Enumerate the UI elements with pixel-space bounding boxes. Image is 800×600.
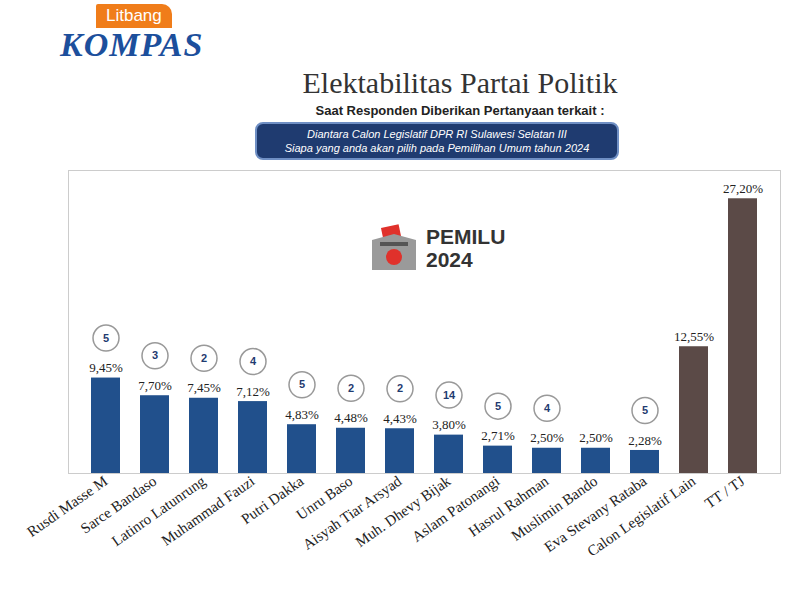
svg-text:2,28%: 2,28% xyxy=(628,433,662,448)
svg-text:4: 4 xyxy=(250,355,257,367)
html-text:Litbang: Litbang xyxy=(106,6,162,25)
svg-text:5: 5 xyxy=(103,332,109,344)
svg-text:2: 2 xyxy=(201,352,207,364)
svg-text:3,80%: 3,80% xyxy=(432,417,466,432)
svg-text:Sarce Bandaso: Sarce Bandaso xyxy=(77,472,160,537)
svg-text:Rusdi Masse M: Rusdi Masse M xyxy=(24,473,110,540)
svg-text:7,70%: 7,70% xyxy=(138,378,172,393)
svg-text:4,48%: 4,48% xyxy=(334,410,368,425)
svg-text:14: 14 xyxy=(443,389,456,401)
svg-text:Aisyah Tiar Arsyad: Aisyah Tiar Arsyad xyxy=(299,472,405,553)
svg-text:5: 5 xyxy=(495,400,501,412)
svg-text:Muh. Dhevy Bijak: Muh. Dhevy Bijak xyxy=(352,472,454,551)
svg-text:4: 4 xyxy=(544,402,551,414)
html-text:Siapa yang anda akan pilih pad: Siapa yang anda akan pilih pada Pemiliha… xyxy=(284,142,590,154)
html-text:PEMILU: PEMILU xyxy=(426,225,506,248)
svg-text:3: 3 xyxy=(152,349,158,361)
svg-text:Hasrul Rahman: Hasrul Rahman xyxy=(465,472,552,540)
svg-text:Aslam Patonangi: Aslam Patonangi xyxy=(409,473,502,545)
svg-text:2,50%: 2,50% xyxy=(579,430,613,445)
svg-text:7,12%: 7,12% xyxy=(236,384,270,399)
html-text:Diantara Calon Legislatif DPR: Diantara Calon Legislatif DPR RI Sulawes… xyxy=(307,128,567,140)
svg-text:Putri Dakka: Putri Dakka xyxy=(238,473,306,528)
html-text:2024: 2024 xyxy=(426,248,473,271)
svg-text:4,43%: 4,43% xyxy=(383,411,417,426)
svg-text:2: 2 xyxy=(348,382,354,394)
svg-text:2: 2 xyxy=(397,382,403,394)
svg-text:Calon Legislatif Lain: Calon Legislatif Lain xyxy=(584,473,699,560)
svg-text:5: 5 xyxy=(642,404,648,416)
svg-text:9,45%: 9,45% xyxy=(89,360,123,375)
html-text:KOMPAS: KOMPAS xyxy=(60,26,204,63)
html-text:Saat Responden Diberikan Perta: Saat Responden Diberikan Pertanyaan terk… xyxy=(315,103,605,118)
svg-text:27,20%: 27,20% xyxy=(723,181,763,196)
svg-text:7,45%: 7,45% xyxy=(187,380,221,395)
svg-text:TT / TJ: TT / TJ xyxy=(702,473,748,512)
svg-text:4,83%: 4,83% xyxy=(285,407,319,422)
svg-text:12,55%: 12,55% xyxy=(674,329,714,344)
svg-text:Eva Stevany Rataba: Eva Stevany Rataba xyxy=(541,472,650,556)
svg-text:Latinro Latunrung: Latinro Latunrung xyxy=(108,472,209,550)
svg-text:5: 5 xyxy=(299,378,305,390)
svg-text:Muhammad Fauzi: Muhammad Fauzi xyxy=(158,472,258,549)
svg-text:Muslimin Bando: Muslimin Bando xyxy=(508,472,601,544)
svg-text:2,50%: 2,50% xyxy=(530,430,564,445)
svg-text:2,71%: 2,71% xyxy=(481,428,515,443)
html-text:Elektabilitas Partai Politik: Elektabilitas Partai Politik xyxy=(302,66,618,99)
svg-text:Unru Baso: Unru Baso xyxy=(293,472,356,523)
